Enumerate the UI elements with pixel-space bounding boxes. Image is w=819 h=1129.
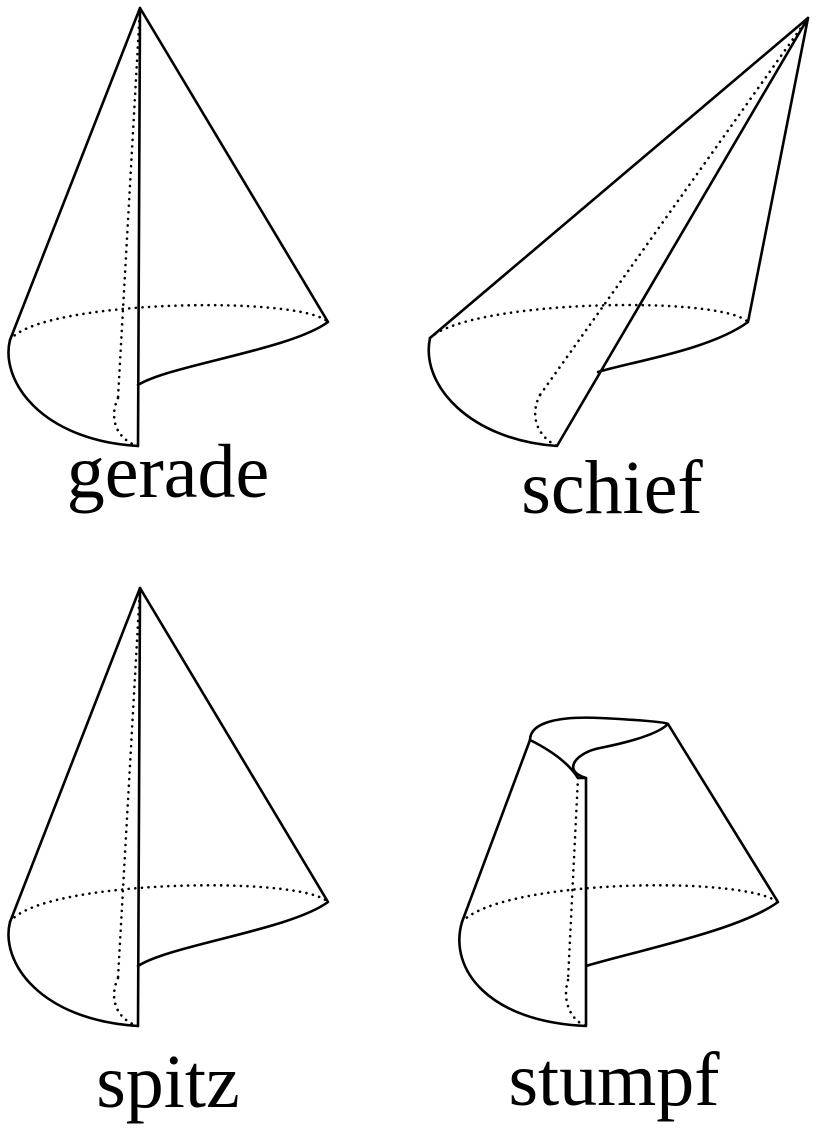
label-gerade: gerade bbox=[67, 430, 270, 514]
base-back-ellipse bbox=[8, 883, 330, 924]
frustum-outline bbox=[458, 722, 780, 1028]
cone-pointed bbox=[7, 586, 330, 1028]
height-line bbox=[566, 776, 580, 982]
top-face-fold bbox=[528, 738, 588, 780]
label-stumpf: stumpf bbox=[508, 1038, 720, 1122]
hidden-profile bbox=[112, 396, 140, 448]
hidden-profile bbox=[564, 978, 588, 1028]
cone-oblique bbox=[427, 16, 810, 448]
cone-outline bbox=[7, 586, 330, 1028]
label-spitz: spitz bbox=[96, 1040, 240, 1124]
top-face bbox=[528, 716, 670, 742]
cone-outline bbox=[7, 6, 330, 448]
cone-right bbox=[7, 6, 330, 448]
height-line bbox=[116, 6, 142, 400]
base-back-ellipse bbox=[428, 303, 750, 340]
slant-height-line bbox=[538, 16, 810, 397]
height-line bbox=[116, 586, 142, 980]
base-back-ellipse bbox=[460, 883, 780, 924]
cone-outline bbox=[427, 16, 810, 448]
hidden-profile bbox=[112, 976, 140, 1028]
hidden-profile bbox=[533, 393, 559, 448]
label-schief: schief bbox=[521, 446, 703, 530]
base-back-ellipse bbox=[8, 303, 330, 342]
cone-frustum bbox=[458, 716, 780, 1028]
